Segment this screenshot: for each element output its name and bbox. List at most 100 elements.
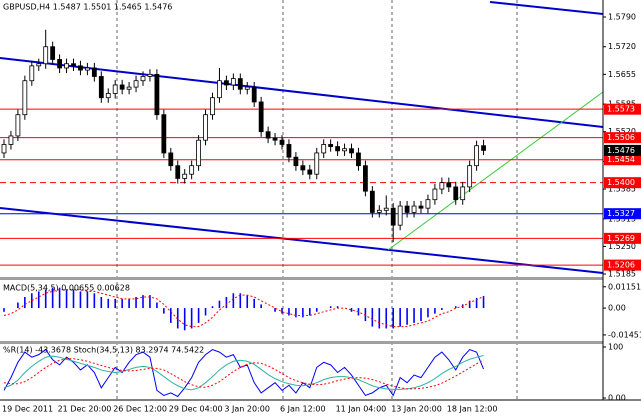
y-tick-label: 0.01151 [608,282,641,291]
candle-body [223,80,229,86]
level-label-box [604,232,641,244]
candle-body [217,80,222,99]
level-label-box [604,132,641,144]
level-label-box [604,154,641,166]
x-tick-label: 6 Jan 12:00 [280,405,326,414]
candle-body [397,205,403,226]
candle-body [439,182,445,190]
candle-body [314,152,320,175]
candle-body [286,144,292,158]
candle-body [453,186,459,201]
candle-body [293,156,299,167]
candle-body [446,182,452,188]
candle-body [50,46,56,60]
candle-body [22,80,28,116]
y-tick-label: 100 [608,343,623,352]
candle-body [349,148,354,154]
candle-body [474,145,480,167]
last-price-box [604,144,641,156]
candle-body [404,205,410,213]
candle-body [328,144,334,147]
candle-body [230,78,236,86]
candle-body [154,73,160,116]
candle-body [342,148,347,152]
candle-body [390,207,396,226]
candle-body [210,97,215,116]
y-tick-label: 1.5250 [608,242,636,251]
channel-line [0,57,604,128]
pane-separator [0,341,603,344]
last-price-label: 1.5476 [607,146,635,155]
candle-body [376,209,382,213]
candle-body [140,76,146,82]
candle-body [369,190,375,213]
y-tick-label: 1.5790 [608,12,636,21]
level-label: 1.5454 [607,155,635,164]
candle-body [279,139,285,145]
level-label-box [604,177,641,189]
candle-body [237,78,243,90]
candle-body [168,152,174,167]
candle-body [321,144,327,154]
x-tick-label: 19 Dec 2011 [2,405,53,414]
candle-body [8,135,14,145]
candle-body [356,152,361,167]
level-label: 1.5206 [607,261,635,270]
channel-line [489,1,604,15]
candle-body [91,67,97,77]
x-tick-label: 11 Jan 04:00 [336,405,387,414]
candle-body [57,59,62,69]
candle-body [36,63,42,67]
candle-body [467,165,473,188]
williams-r-line [3,348,485,398]
plot [0,29,603,398]
candle-body [133,80,139,88]
pane-separator [0,277,603,280]
x-tick-label: 21 Dec 20:00 [58,405,112,414]
pane-title: %R(14) -43.3678 Stoch(34,5,13) 83.2974 7… [3,346,204,355]
candle-body [29,65,35,82]
y-tick-label: 1.5720 [608,42,636,51]
y-tick-label: 1.5520 [608,127,636,136]
candle-body [43,46,49,65]
candle-body [258,101,264,133]
candle-body [71,63,76,67]
candle-body [203,114,208,141]
candle-body [126,86,132,90]
candle-body [112,84,118,94]
y-tick-label: 1.5655 [608,70,636,79]
candle-body [147,73,153,77]
y-tick-label: -0.01451 [608,330,641,339]
candle-body [300,165,306,171]
labels: 1.57901.57201.56551.55851.55201.54501.53… [2,3,641,414]
channel-line [0,207,604,274]
y-tick-label: 0.00 [608,304,626,313]
candle-body [251,86,257,103]
candle-body [175,165,181,179]
candle-body [105,93,111,99]
trend-line [387,91,604,251]
trend-lines [0,1,604,274]
candle-body [161,114,167,154]
x-tick-label: 29 Dec 04:00 [169,405,223,414]
candle-body [383,207,389,211]
candle-body [182,173,188,179]
pane-title: MACD(5,34,5) 0.00655 0.00628 [3,284,130,293]
candle-body [425,199,431,209]
level-label: 1.5269 [607,234,635,243]
candle-body [307,169,313,175]
candle-body [244,86,250,90]
candle-body [98,76,104,99]
level-label-box [604,259,641,271]
candle-body [189,165,195,175]
level-label: 1.5573 [607,105,635,114]
level-label-box [604,208,641,220]
stoch-signal-line [3,358,484,390]
x-tick-label: 13 Jan 20:00 [391,405,442,414]
candle-body [85,67,90,71]
candle-body [418,205,424,209]
level-label: 1.5327 [607,209,635,218]
candle-body [432,188,438,201]
candle-body [1,144,7,154]
